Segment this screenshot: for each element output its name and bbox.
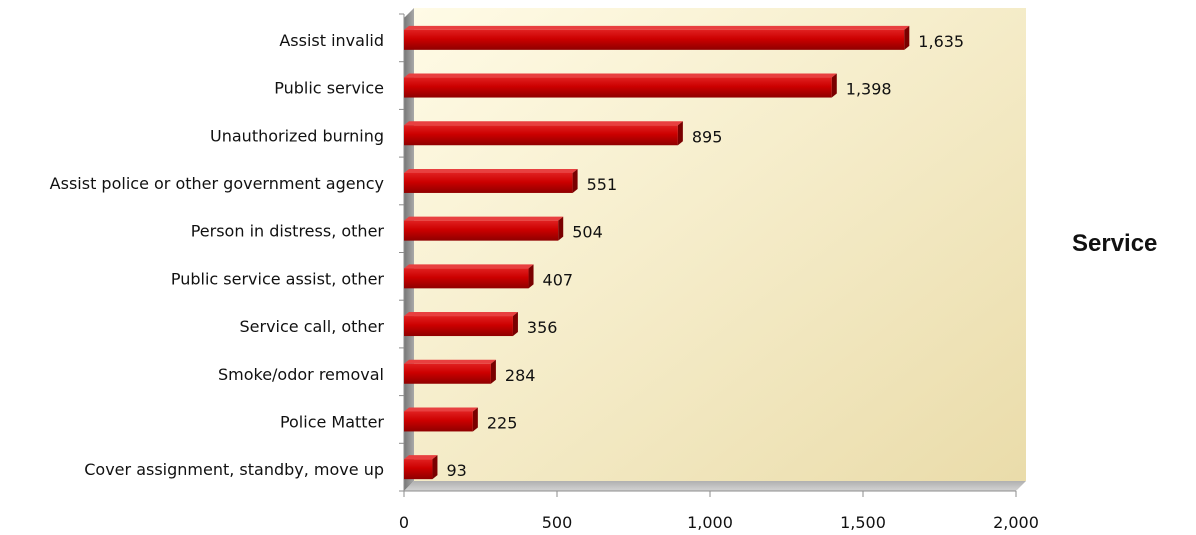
bar-end-face [572, 168, 578, 193]
bar-top-face [404, 216, 564, 221]
bar [404, 73, 837, 98]
bar-end-face [432, 455, 438, 480]
category-label: Police Matter [280, 412, 384, 431]
bar [404, 121, 683, 146]
bar-top-face [404, 73, 837, 78]
category-label: Person in distress, other [191, 222, 385, 241]
x-tick-label: 1,500 [840, 513, 886, 532]
bar-front-face [404, 316, 513, 337]
bar-top-face [404, 407, 478, 412]
bar-end-face [528, 264, 534, 289]
bar-top-face [404, 359, 496, 364]
bar-top-face [404, 168, 578, 173]
bar-front-face [404, 29, 905, 50]
value-label: 551 [587, 175, 618, 194]
category-label: Smoke/odor removal [218, 365, 384, 384]
bar [404, 359, 496, 384]
category-label: Assist police or other government agency [50, 174, 384, 193]
bar-front-face [404, 77, 832, 98]
bar-front-face [404, 220, 559, 241]
bar-front-face [404, 268, 529, 289]
bar-end-face [472, 407, 478, 432]
category-label: Public service [274, 79, 384, 98]
labels-layer: 0 500 1,000 1,500 2,000 Assist invalid 1,635 Pu… [50, 31, 1039, 532]
plot-floor [404, 481, 1026, 491]
bar [404, 264, 534, 289]
bar-top-face [404, 312, 518, 317]
bar-end-face [558, 216, 564, 241]
bar [404, 25, 910, 50]
category-label: Service call, other [239, 317, 384, 336]
bar-top-face [404, 455, 438, 460]
bar-front-face [404, 125, 678, 146]
x-tick-label: 0 [399, 513, 409, 532]
value-label: 1,398 [846, 80, 892, 99]
bar-end-face [490, 359, 496, 384]
value-label: 407 [543, 270, 574, 289]
bar-front-face [404, 172, 573, 193]
bar [404, 168, 578, 193]
category-label: Public service assist, other [171, 269, 385, 288]
value-label: 1,635 [918, 32, 964, 51]
bar [404, 216, 564, 241]
category-label: Assist invalid [279, 31, 384, 50]
x-tick-label: 500 [542, 513, 573, 532]
side-title: Service [1072, 230, 1158, 257]
bar-end-face [831, 73, 837, 98]
bar-front-face [404, 363, 491, 384]
x-tick-label: 2,000 [993, 513, 1039, 532]
bar-end-face [512, 312, 518, 337]
value-label: 895 [692, 127, 723, 146]
bar-front-face [404, 459, 433, 480]
category-label: Unauthorized burning [210, 126, 384, 145]
value-label: 93 [446, 461, 466, 480]
bar-top-face [404, 25, 910, 30]
value-label: 356 [527, 318, 558, 337]
category-label: Cover assignment, standby, move up [84, 460, 384, 479]
bar-top-face [404, 264, 534, 269]
bar-front-face [404, 411, 473, 432]
bars-layer [404, 25, 910, 480]
bar [404, 312, 518, 337]
value-label: 504 [572, 223, 603, 242]
bar-top-face [404, 121, 683, 126]
bar-end-face [904, 25, 910, 50]
value-label: 225 [487, 413, 518, 432]
bar-end-face [677, 121, 683, 146]
x-tick-label: 1,000 [687, 513, 733, 532]
bar [404, 407, 478, 432]
bar [404, 455, 438, 480]
value-label: 284 [505, 366, 536, 385]
